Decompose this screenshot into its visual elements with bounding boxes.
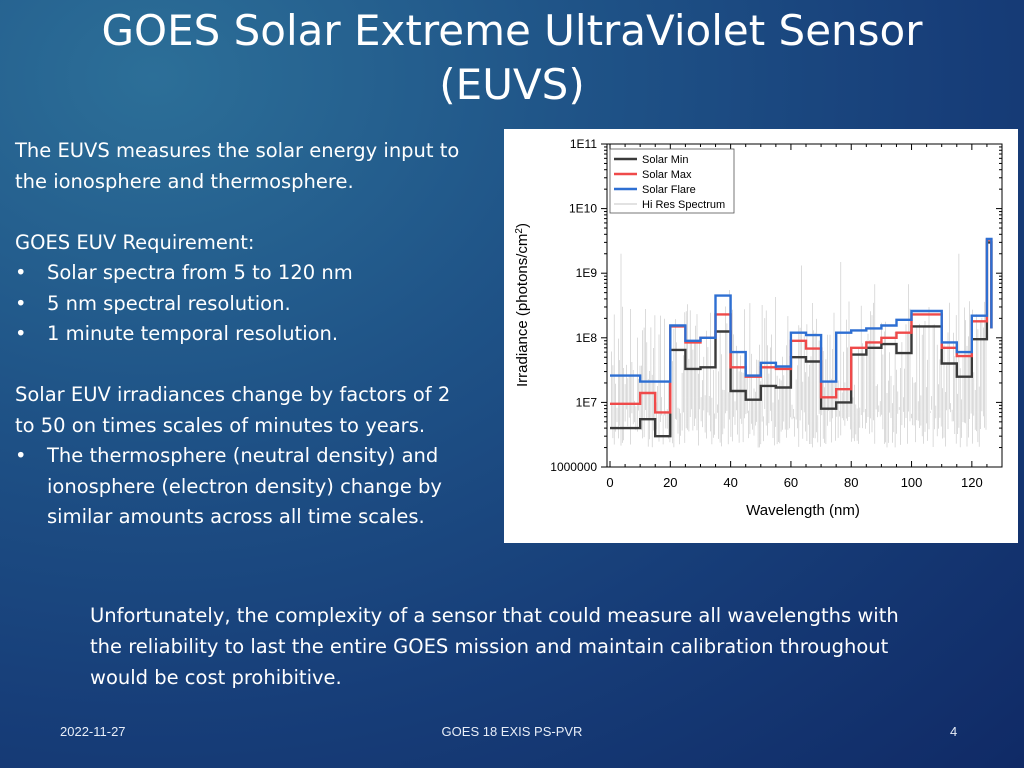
requirement-heading: GOES EUV Requirement: <box>15 230 255 254</box>
y-tick-label: 1000000 <box>550 460 597 474</box>
intro-line-1: The EUVS measures the solar energy input… <box>15 139 460 162</box>
left-text-block: The EUVS measures the solar energy input… <box>15 136 495 533</box>
legend-label: Solar Max <box>642 169 692 181</box>
bullet-dot: • <box>15 322 27 345</box>
y-tick-label: 1E10 <box>569 202 597 216</box>
x-tick-label: 20 <box>663 475 677 490</box>
x-tick-label: 120 <box>961 475 983 490</box>
x-tick-label: 0 <box>606 475 613 490</box>
slide-title: GOES Solar Extreme UltraViolet Sensor (E… <box>0 4 1024 112</box>
bullet-dot: • <box>15 444 27 467</box>
y-tick-label: 1E8 <box>576 331 598 345</box>
irradiance-chart-svg: 0 20 40 60 80 100 120 1000000 1E7 1E8 1E9 1E10 1E11… <box>514 137 1003 519</box>
intro-line-2: the ionosphere and thermosphere. <box>15 169 354 193</box>
irradiance-chart: 0 20 40 60 80 100 120 1000000 1E7 1E8 1E9 1E10 1E11… <box>504 129 1018 543</box>
legend-label: Hi Res Spectrum <box>642 199 725 211</box>
change-line-1: Solar EUV irradiances change by factors … <box>15 383 451 406</box>
change-bullet-line-3: similar amounts across all time scales. <box>47 505 425 528</box>
title-line-1: GOES Solar Extreme UltraViolet Sensor <box>101 6 923 55</box>
y-tick-label: 1E11 <box>570 137 597 151</box>
x-tick-label: 100 <box>901 475 923 490</box>
series-line-solar-flare <box>610 237 993 383</box>
y-axis-label: Irradiance (photons/cm2) <box>514 223 531 387</box>
footer-date: 2022-11-27 <box>60 724 126 739</box>
requirement-bullet: • 1 minute temporal resolution. <box>15 319 495 350</box>
footer-center-text: GOES 18 EXIS PS-PVR <box>441 724 583 739</box>
chart-legend: Solar Min Solar Max Solar Flare Hi Res Spec… <box>609 148 735 214</box>
change-bullet-line-1: The thermosphere (neutral density) and <box>47 444 439 467</box>
plot-frame <box>606 143 1003 468</box>
series-layer <box>610 237 993 438</box>
bullet-dot: • <box>15 261 27 284</box>
hi-res-spectrum <box>611 253 987 448</box>
change-bullet-line-2: ionosphere (electron density) change by <box>47 474 442 498</box>
requirement-bullet-text: 1 minute temporal resolution. <box>47 322 339 345</box>
bottom-text-block: Unfortunately, the complexity of a senso… <box>90 600 990 693</box>
legend-label: Solar Min <box>642 154 688 166</box>
requirement-bullet-text: Solar spectra from 5 to 120 nm <box>47 261 353 284</box>
y-tick-label: 1E9 <box>576 266 598 280</box>
title-line-2: (EUVS) <box>439 60 585 109</box>
bottom-line-2: the reliability to last the entire GOES … <box>90 635 889 658</box>
requirement-bullet: • 5 nm spectral resolution. <box>15 289 495 320</box>
requirement-bullet-text: 5 nm spectral resolution. <box>47 291 291 315</box>
bottom-line-3: would be cost prohibitive. <box>90 666 342 689</box>
x-axis-label: Wavelength (nm) <box>746 502 860 519</box>
requirement-bullet: • Solar spectra from 5 to 120 nm <box>15 258 495 289</box>
y-tick-label: 1E7 <box>576 395 598 409</box>
series-line-solar-min <box>610 241 993 438</box>
bullet-dot: • <box>15 291 27 315</box>
x-axis-ticks: 0 20 40 60 80 100 120 <box>606 144 1003 490</box>
legend-label: Solar Flare <box>642 184 696 196</box>
y-axis-ticks: 1000000 1E7 1E8 1E9 1E10 1E11 <box>550 137 1002 474</box>
slide-number: 4 <box>950 724 958 739</box>
x-tick-label: 60 <box>784 475 798 490</box>
x-tick-label: 40 <box>723 475 737 490</box>
hi-res-spectrum-lines <box>611 253 987 448</box>
bottom-line-1: Unfortunately, the complexity of a senso… <box>90 604 899 627</box>
change-bullet: • The thermosphere (neutral density) and… <box>15 441 495 533</box>
x-tick-label: 80 <box>844 475 858 490</box>
change-line-2: to 50 on times scales of minutes to year… <box>15 413 426 437</box>
